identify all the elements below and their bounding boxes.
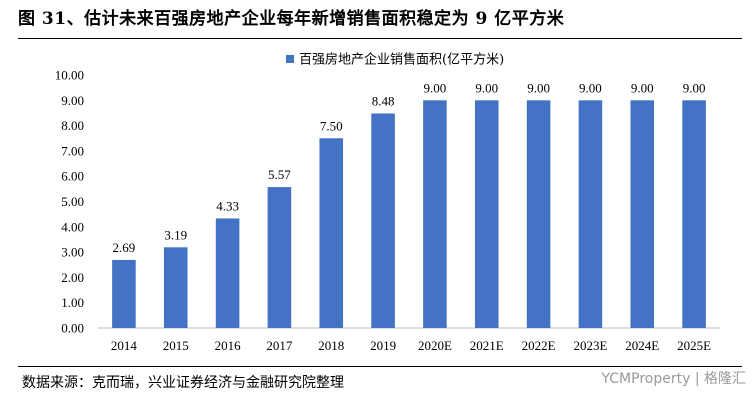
bar-series	[112, 100, 706, 329]
x-tick-label: 2019	[370, 338, 396, 353]
data-label-2016: 4.33	[216, 198, 239, 213]
y-tick-label: 10.00	[55, 68, 84, 83]
y-tick-label: 3.00	[61, 245, 84, 260]
data-label-2021E: 9.00	[475, 80, 498, 95]
x-tick-label: 2016	[215, 338, 242, 353]
y-tick-label: 4.00	[61, 219, 84, 234]
source-note: 数据来源：克而瑞，兴业证券经济与金融研究院整理	[22, 375, 344, 391]
x-tick-label: 2022E	[522, 338, 556, 353]
y-tick-label: 9.00	[61, 93, 84, 108]
legend-label: 百强房地产企业销售面积(亿平方米)	[299, 52, 504, 68]
x-tick-label: 2018	[318, 338, 344, 353]
data-label-2017: 5.57	[268, 167, 291, 182]
bar-2018	[319, 138, 344, 328]
x-tick-label: 2017	[266, 338, 293, 353]
y-tick-label: 0.00	[61, 321, 84, 336]
bar-2022E	[526, 100, 551, 328]
data-label-2014: 2.69	[113, 240, 136, 255]
x-tick-label: 2021E	[470, 338, 504, 353]
data-labels: 2.69 3.19 4.33 5.57 7.50 8.48 9.00 9.00 9.00 9.00…	[113, 80, 706, 255]
y-tick-label: 8.00	[61, 118, 84, 133]
data-label-2023E: 9.00	[579, 80, 602, 95]
y-axis: 0.00 1.00 2.00 3.00 4.00 5.00 6.00 7.00 8.00 9.00…	[55, 68, 84, 336]
data-label-2019: 8.48	[372, 93, 395, 108]
bar-2021E	[474, 100, 499, 328]
y-tick-label: 6.00	[61, 169, 84, 184]
source-divider	[18, 366, 742, 367]
bar-2017	[267, 187, 292, 328]
data-label-2015: 3.19	[164, 227, 187, 242]
x-tick-label: 2020E	[418, 338, 452, 353]
watermark: YCMProperty | 格隆汇	[601, 371, 747, 387]
x-tick-label: 2025E	[677, 338, 711, 353]
legend-swatch	[286, 55, 294, 63]
y-tick-label: 5.00	[61, 194, 84, 209]
data-label-2024E: 9.00	[631, 80, 654, 95]
bar-2015	[163, 247, 188, 328]
bar-2016	[215, 218, 240, 328]
bar-2024E	[630, 100, 655, 328]
y-tick-label: 1.00	[61, 295, 84, 310]
bar-2020E	[423, 100, 447, 328]
x-tick-label: 2014	[111, 338, 138, 353]
legend: 百强房地产企业销售面积(亿平方米)	[286, 52, 504, 68]
bar-2019	[371, 113, 395, 329]
x-axis: 2014 2015 2016 2017 2018 2019 2020E 2021E 2022E 2…	[98, 327, 720, 353]
bar-2023E	[578, 100, 603, 328]
y-tick-label: 7.00	[61, 143, 84, 158]
bar-2014	[112, 259, 136, 328]
x-tick-label: 2015	[163, 338, 189, 353]
figure-title: 图 31、估计未来百强房地产企业每年新增销售面积稳定为 9 亿平方米	[18, 9, 565, 29]
title-divider	[18, 38, 742, 39]
x-tick-label: 2023E	[573, 338, 607, 353]
data-label-2018: 7.50	[320, 118, 343, 133]
data-label-2025E: 9.00	[683, 80, 706, 95]
bar-2025E	[682, 100, 706, 328]
bar-chart: 0.00 1.00 2.00 3.00 4.00 5.00 6.00 7.00 8.00 9.00…	[55, 52, 720, 353]
data-label-2022E: 9.00	[527, 80, 550, 95]
y-tick-label: 2.00	[61, 270, 84, 285]
x-tick-label: 2024E	[625, 338, 659, 353]
data-label-2020E: 9.00	[424, 80, 447, 95]
